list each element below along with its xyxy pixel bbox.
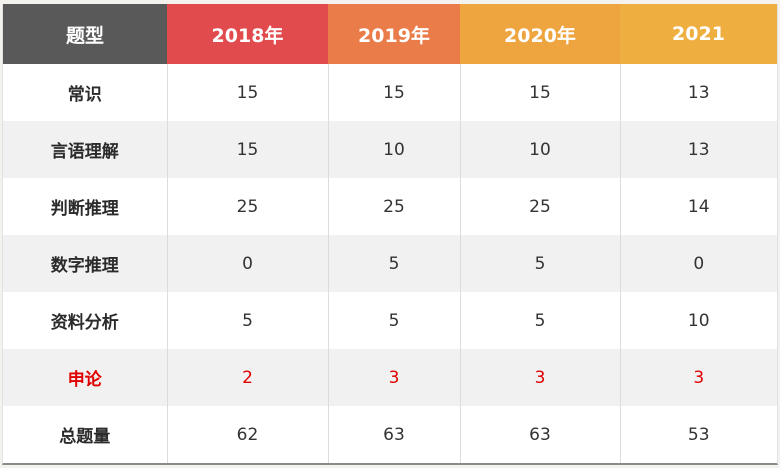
table-row-essay: 申论 2 3 3 3 — [3, 349, 777, 406]
cell-2018: 5 — [167, 292, 329, 349]
row-label: 言语理解 — [3, 121, 168, 178]
row-label: 判断推理 — [3, 178, 168, 235]
cell-2021: 13 — [620, 64, 777, 121]
header-question-type: 题型 — [3, 4, 167, 64]
cell-2021: 10 — [620, 292, 777, 349]
row-label: 资料分析 — [3, 292, 168, 349]
row-label: 申论 — [3, 349, 168, 406]
table-row-data-analysis: 资料分析 5 5 5 10 — [3, 292, 777, 349]
table-row-numerical: 数字推理 0 5 5 0 — [3, 235, 777, 292]
cell-2021: 3 — [620, 349, 777, 406]
table-row-verbal: 言语理解 15 10 10 13 — [3, 121, 777, 178]
cell-2021: 13 — [620, 121, 777, 178]
cell-2021: 14 — [620, 178, 777, 235]
cell-2018: 62 — [167, 406, 329, 463]
header-year-2019: 2019年 — [328, 4, 460, 64]
cell-2021: 0 — [620, 235, 777, 292]
cell-2018: 15 — [167, 64, 329, 121]
table-row-common-sense: 常识 15 15 15 13 — [3, 64, 777, 121]
cell-2020: 25 — [460, 178, 621, 235]
row-label: 数字推理 — [3, 235, 168, 292]
cell-2020: 10 — [460, 121, 621, 178]
cell-2018: 15 — [167, 121, 329, 178]
cell-2019: 25 — [328, 178, 461, 235]
exam-question-table-container: 题型 2018年 2019年 2020年 2021 常识 15 15 15 13… — [2, 4, 778, 465]
exam-question-table: 题型 2018年 2019年 2020年 2021 常识 15 15 15 13… — [3, 4, 777, 463]
row-label: 总题量 — [3, 406, 168, 463]
cell-2020: 3 — [460, 349, 621, 406]
table-row-judgment: 判断推理 25 25 25 14 — [3, 178, 777, 235]
cell-2019: 5 — [328, 235, 461, 292]
header-year-2021: 2021 — [620, 4, 777, 64]
row-label: 常识 — [3, 64, 168, 121]
cell-2020: 5 — [460, 292, 621, 349]
cell-2020: 5 — [460, 235, 621, 292]
cell-2019: 10 — [328, 121, 461, 178]
header-year-2018: 2018年 — [167, 4, 328, 64]
cell-2018: 0 — [167, 235, 329, 292]
cell-2019: 5 — [328, 292, 461, 349]
table-row-total: 总题量 62 63 63 53 — [3, 406, 777, 463]
cell-2020: 63 — [460, 406, 621, 463]
cell-2019: 15 — [328, 64, 461, 121]
header-row: 题型 2018年 2019年 2020年 2021 — [3, 4, 777, 64]
cell-2018: 25 — [167, 178, 329, 235]
cell-2019: 3 — [328, 349, 461, 406]
cell-2020: 15 — [460, 64, 621, 121]
cell-2019: 63 — [328, 406, 461, 463]
cell-2021: 53 — [620, 406, 777, 463]
cell-2018: 2 — [167, 349, 329, 406]
header-year-2020: 2020年 — [460, 4, 620, 64]
